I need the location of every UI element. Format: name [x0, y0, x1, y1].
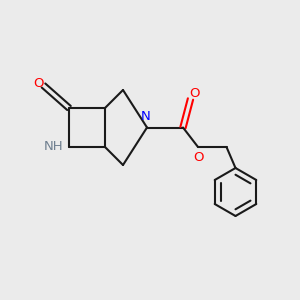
Text: O: O [189, 87, 199, 101]
Text: N: N [141, 110, 150, 123]
Text: NH: NH [44, 140, 63, 153]
Text: O: O [33, 76, 44, 90]
Text: O: O [193, 151, 203, 164]
